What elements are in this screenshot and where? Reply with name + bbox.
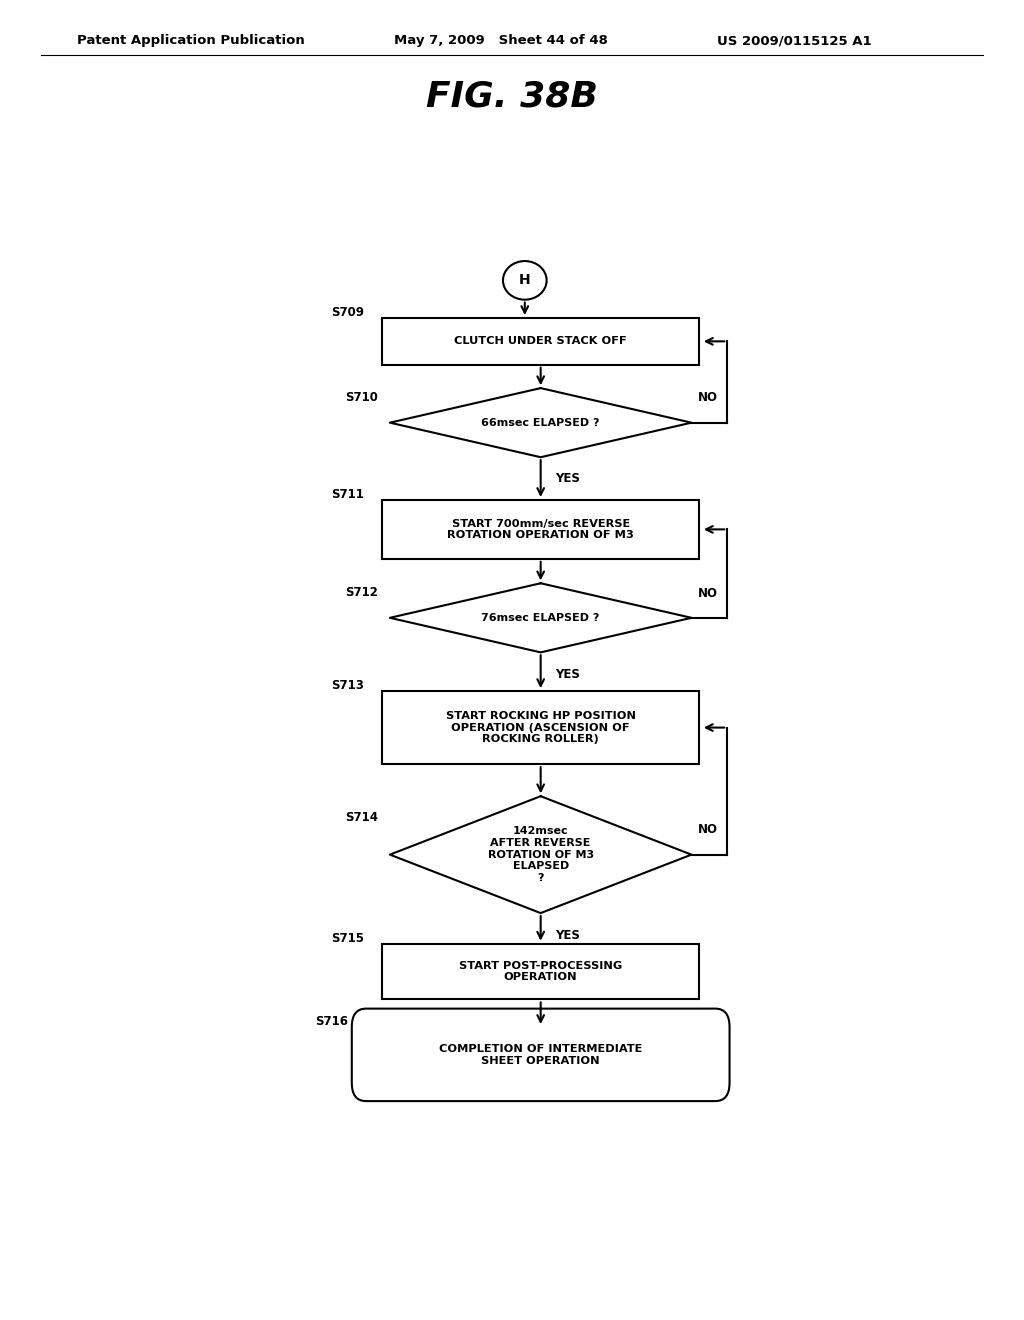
Text: S714: S714 <box>345 810 378 824</box>
Text: 76msec ELAPSED ?: 76msec ELAPSED ? <box>481 612 600 623</box>
FancyBboxPatch shape <box>352 1008 729 1101</box>
Text: Patent Application Publication: Patent Application Publication <box>77 34 304 48</box>
Text: S713: S713 <box>332 680 365 693</box>
Text: S716: S716 <box>315 1015 348 1028</box>
Text: NO: NO <box>697 391 718 404</box>
Text: S709: S709 <box>332 306 365 319</box>
Text: YES: YES <box>555 473 580 484</box>
Text: YES: YES <box>555 668 580 681</box>
Text: S712: S712 <box>345 586 378 599</box>
Text: US 2009/0115125 A1: US 2009/0115125 A1 <box>717 34 871 48</box>
Text: NO: NO <box>697 824 718 837</box>
Polygon shape <box>390 388 691 457</box>
Text: START ROCKING HP POSITION
OPERATION (ASCENSION OF
ROCKING ROLLER): START ROCKING HP POSITION OPERATION (ASC… <box>445 711 636 744</box>
Text: START POST-PROCESSING
OPERATION: START POST-PROCESSING OPERATION <box>459 961 623 982</box>
Text: NO: NO <box>697 586 718 599</box>
Text: S711: S711 <box>332 488 365 502</box>
Polygon shape <box>390 796 691 913</box>
Text: H: H <box>519 273 530 288</box>
Text: 66msec ELAPSED ?: 66msec ELAPSED ? <box>481 417 600 428</box>
Text: S710: S710 <box>345 391 378 404</box>
Text: S715: S715 <box>332 932 365 945</box>
Text: FIG. 38B: FIG. 38B <box>426 79 598 114</box>
Text: COMPLETION OF INTERMEDIATE
SHEET OPERATION: COMPLETION OF INTERMEDIATE SHEET OPERATI… <box>439 1044 642 1065</box>
Text: CLUTCH UNDER STACK OFF: CLUTCH UNDER STACK OFF <box>455 337 627 346</box>
Text: May 7, 2009   Sheet 44 of 48: May 7, 2009 Sheet 44 of 48 <box>394 34 608 48</box>
Text: START 700mm/sec REVERSE
ROTATION OPERATION OF M3: START 700mm/sec REVERSE ROTATION OPERATI… <box>447 519 634 540</box>
FancyBboxPatch shape <box>382 318 699 364</box>
FancyBboxPatch shape <box>382 690 699 764</box>
Text: 142msec
AFTER REVERSE
ROTATION OF M3
ELAPSED
?: 142msec AFTER REVERSE ROTATION OF M3 ELA… <box>487 826 594 883</box>
Polygon shape <box>390 583 691 652</box>
FancyBboxPatch shape <box>382 944 699 999</box>
Ellipse shape <box>503 261 547 300</box>
Text: YES: YES <box>555 929 580 942</box>
FancyBboxPatch shape <box>382 500 699 558</box>
